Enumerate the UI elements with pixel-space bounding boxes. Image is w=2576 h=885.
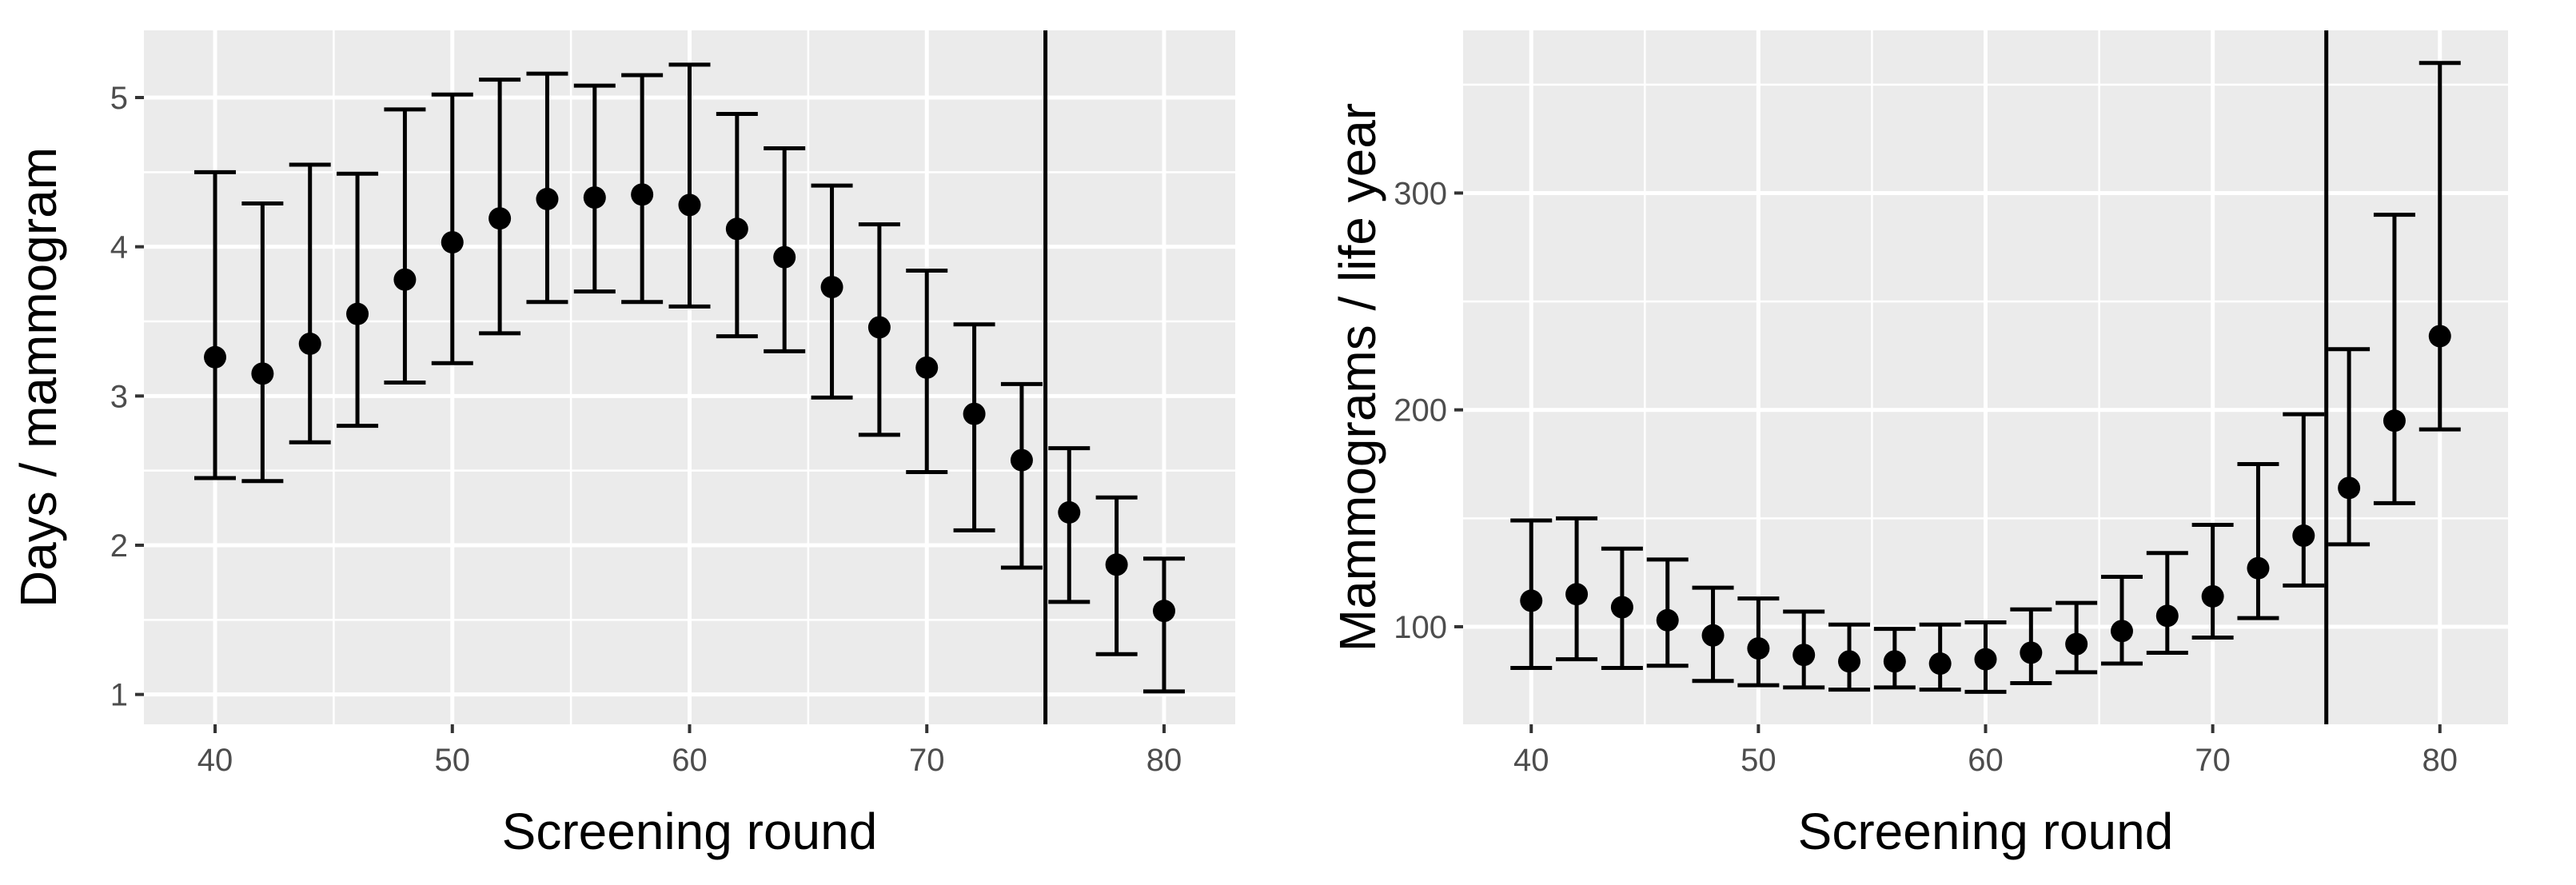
left-errorbar-x52 — [479, 78, 521, 336]
left-errorbar-x60 — [668, 62, 711, 309]
left-point-x44 — [298, 333, 321, 355]
left-errorbar-x50 — [431, 92, 473, 365]
left-panel: 40 50 60 70 80 1 2 3 4 5 Screening round Days / … — [10, 30, 1235, 860]
right-point-x80 — [2428, 325, 2451, 348]
left-points — [204, 183, 1175, 623]
left-y-tick-label: 3 — [110, 379, 128, 414]
right-point-x40 — [1520, 589, 1543, 612]
right-errorbar-x70 — [2191, 522, 2234, 640]
left-point-x70 — [915, 356, 939, 379]
left-point-x42 — [251, 362, 274, 385]
left-errorbar-x46 — [337, 171, 379, 429]
left-point-x52 — [488, 207, 512, 230]
right-y-tick-label: 100 — [1394, 610, 1447, 645]
right-points — [1520, 325, 2451, 676]
left-point-x66 — [820, 276, 843, 299]
left-x-tick-label: 70 — [909, 743, 945, 778]
right-y-axis-title: Mammograms / life year — [1329, 103, 1386, 652]
right-point-x56 — [1883, 650, 1906, 673]
left-x-tick-label: 40 — [197, 743, 233, 778]
left-x-tick-label: 50 — [435, 743, 471, 778]
right-x-tick-label: 70 — [2195, 743, 2231, 778]
right-y-tick-labels: 100 200 300 — [1394, 176, 1463, 645]
left-point-x64 — [773, 245, 796, 269]
right-x-tick-label: 60 — [1968, 743, 2004, 778]
right-point-x78 — [2383, 409, 2406, 433]
left-y-axis-title: Days / mammogram — [10, 147, 67, 608]
right-point-x76 — [2338, 476, 2361, 500]
right-point-x62 — [2020, 641, 2043, 664]
right-x-tick-label: 50 — [1741, 743, 1776, 778]
right-errorbar-x72 — [2237, 462, 2279, 620]
left-point-x40 — [204, 345, 227, 369]
left-x-tick-label: 60 — [672, 743, 708, 778]
left-point-x76 — [1058, 500, 1081, 524]
left-point-x80 — [1152, 600, 1175, 623]
left-point-x68 — [867, 316, 891, 339]
left-y-tick-label: 2 — [110, 528, 128, 564]
left-point-x78 — [1105, 553, 1128, 576]
right-point-x72 — [2247, 556, 2270, 580]
left-point-x48 — [393, 268, 417, 291]
right-point-x52 — [1792, 644, 1816, 667]
left-y-tick-label: 1 — [110, 678, 128, 713]
right-errorbar-x78 — [2373, 213, 2415, 505]
right-point-x74 — [2292, 524, 2315, 548]
left-errorbar-x80 — [1142, 556, 1185, 694]
right-point-x48 — [1701, 624, 1725, 647]
right-errorbar-x80 — [2418, 61, 2461, 432]
right-point-x60 — [1974, 648, 1997, 671]
left-point-x56 — [583, 186, 606, 209]
right-x-tick-label: 40 — [1513, 743, 1549, 778]
left-point-x54 — [536, 187, 559, 210]
right-point-x64 — [2065, 632, 2088, 656]
left-y-tick-label: 4 — [110, 230, 128, 265]
left-errorbar-x44 — [289, 162, 331, 444]
right-errorbar-x68 — [2146, 551, 2188, 655]
right-y-tick-label: 200 — [1394, 393, 1447, 429]
right-point-x66 — [2110, 620, 2133, 643]
left-point-x60 — [678, 193, 701, 217]
left-point-x62 — [725, 217, 748, 241]
right-point-x54 — [1838, 650, 1861, 673]
left-point-x46 — [346, 302, 369, 325]
right-x-axis-title: Screening round — [1798, 803, 2174, 860]
right-point-x58 — [1928, 652, 1952, 676]
left-point-x50 — [441, 231, 464, 254]
right-errorbar-x74 — [2283, 412, 2325, 588]
right-point-x44 — [1610, 596, 1633, 619]
left-y-tick-labels: 1 2 3 4 5 — [110, 81, 144, 713]
left-point-x72 — [963, 402, 986, 425]
left-x-tick-labels: 40 50 60 70 80 — [197, 724, 1182, 778]
right-point-x42 — [1565, 583, 1589, 606]
left-x-tick-label: 80 — [1146, 743, 1182, 778]
right-point-x68 — [2155, 604, 2179, 628]
right-y-tick-label: 300 — [1394, 176, 1447, 211]
right-x-tick-labels: 40 50 60 70 80 — [1513, 724, 2458, 778]
right-point-x46 — [1656, 608, 1679, 632]
left-gridlines — [144, 30, 1235, 724]
left-x-axis-title: Screening round — [502, 803, 878, 860]
left-errorbar-x72 — [953, 322, 995, 532]
right-point-x50 — [1747, 637, 1770, 660]
left-errorbar-x42 — [241, 201, 284, 484]
left-errorbar-x74 — [1000, 381, 1043, 570]
right-errorbar-x76 — [2328, 347, 2371, 547]
left-errorbar-x76 — [1048, 446, 1091, 604]
left-errorbar-x40 — [194, 169, 237, 480]
left-point-x74 — [1010, 448, 1033, 472]
right-panel: 40 50 60 70 80 100 200 300 Screening round Mam… — [1329, 30, 2508, 860]
right-point-x70 — [2201, 584, 2224, 608]
left-y-tick-label: 5 — [110, 81, 128, 116]
right-x-tick-label: 80 — [2422, 743, 2458, 778]
left-point-x58 — [631, 183, 654, 206]
left-errorbar-x48 — [384, 107, 426, 385]
